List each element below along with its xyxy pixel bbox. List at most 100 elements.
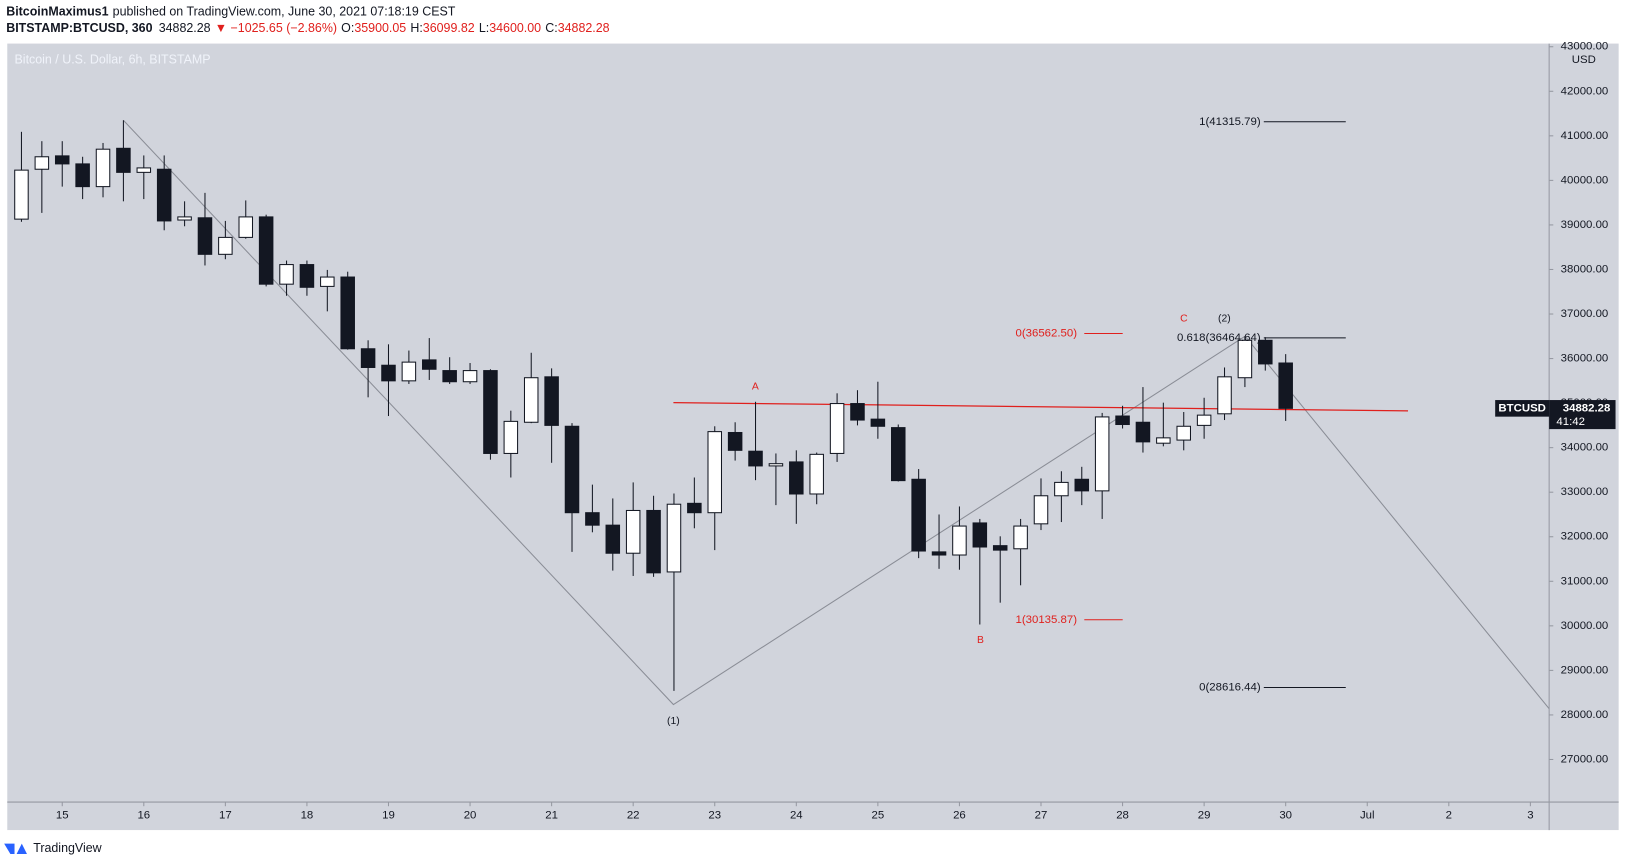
- candle-body: [727, 431, 743, 451]
- footer: TradingView: [33, 841, 102, 855]
- candle-body: [646, 509, 661, 574]
- chart-pane: [7, 43, 1619, 831]
- chart-title: Bitcoin / U.S. Dollar, 6h, BITSTAMP: [15, 52, 211, 66]
- candle-body: [972, 522, 988, 548]
- close: 34882.28: [558, 21, 610, 35]
- candle-body: [75, 163, 90, 188]
- fib-label: 1(41315.79): [1199, 116, 1261, 128]
- published: published on TradingView.com, June 30, 2…: [113, 5, 456, 19]
- candle-body: [789, 461, 804, 495]
- candle-body: [95, 148, 111, 188]
- candle-body: [809, 453, 824, 495]
- x-tick-label: Jul: [1360, 810, 1375, 822]
- candle-body: [401, 361, 417, 382]
- x-tick-label: 26: [953, 810, 966, 822]
- x-tick-label: 30: [1279, 810, 1292, 822]
- y-tick-label: 39000.00: [1561, 219, 1609, 231]
- x-tick-label: 24: [790, 810, 803, 822]
- price-tag-value: 34882.28: [1563, 402, 1611, 414]
- x-tick-label: 15: [56, 810, 69, 822]
- candle-body: [1176, 425, 1191, 441]
- low: 34600.00: [489, 21, 541, 35]
- y-tick-label: 30000.00: [1561, 620, 1609, 632]
- close-label: C:: [545, 21, 557, 35]
- x-tick-label: 19: [382, 810, 395, 822]
- candle-body: [911, 478, 926, 552]
- candle-body: [1237, 339, 1253, 379]
- x-tick-label: 23: [708, 810, 721, 822]
- candle-body: [1115, 415, 1130, 426]
- candle-body: [850, 403, 865, 421]
- wave-label: A: [752, 382, 759, 393]
- candle-body: [544, 376, 559, 426]
- symbol: BITSTAMP:BTCUSD, 360: [6, 21, 152, 35]
- candle-body: [1054, 481, 1069, 497]
- high-label: H:: [410, 21, 422, 35]
- x-tick-label: 2: [1446, 810, 1452, 822]
- candle-body: [238, 216, 254, 238]
- y-tick-label: 38000.00: [1561, 263, 1609, 275]
- candle-body: [1033, 495, 1049, 525]
- candle-body: [952, 525, 967, 556]
- candle-body: [585, 512, 600, 526]
- low-label: L:: [479, 21, 489, 35]
- candle-body: [748, 450, 763, 467]
- candle-body: [218, 236, 233, 255]
- fib-label: 1(30135.87): [1016, 614, 1078, 626]
- y-unit: USD: [1572, 54, 1596, 66]
- y-tick-label: 29000.00: [1561, 664, 1609, 676]
- candle-body: [1278, 362, 1293, 409]
- y-tick-label: 28000.00: [1561, 709, 1609, 721]
- y-tick-label: 41000.00: [1561, 130, 1609, 142]
- x-tick-label: 27: [1035, 810, 1048, 822]
- candle-body: [320, 276, 335, 287]
- x-tick-label: 22: [627, 810, 640, 822]
- candle-body: [931, 551, 947, 556]
- candle-body: [992, 545, 1008, 551]
- candle-body: [136, 167, 152, 173]
- logo-icon: [4, 843, 27, 854]
- price-tag-name: BTCUSD: [1498, 402, 1546, 414]
- candle-body: [1156, 437, 1171, 444]
- candle-body: [340, 276, 355, 350]
- last: 34882.28: [159, 21, 211, 35]
- y-tick-label: 42000.00: [1561, 85, 1609, 97]
- candle-body: [564, 425, 580, 514]
- candle-body: [381, 364, 396, 382]
- candle-body: [707, 431, 723, 514]
- candle-body: [54, 155, 70, 165]
- y-tick-label: 32000.00: [1561, 531, 1609, 543]
- candle-body: [605, 524, 621, 554]
- y-tick-label: 43000.00: [1561, 41, 1609, 53]
- candle-body: [1074, 478, 1090, 492]
- candle-body: [687, 502, 702, 514]
- x-tick-label: 21: [545, 810, 558, 822]
- candle-body: [177, 216, 192, 221]
- fib-label: 0(28616.44): [1199, 681, 1261, 693]
- header-line-1: BitcoinMaximus1 published on TradingView.…: [6, 5, 456, 19]
- candle-body: [483, 370, 498, 454]
- candle-body: [829, 403, 845, 454]
- candle-body: [1258, 339, 1273, 365]
- price-tag-box: [1549, 400, 1616, 430]
- x-tick-label: 3: [1527, 810, 1533, 822]
- author: BitcoinMaximus1: [6, 5, 108, 19]
- x-tick-label: 25: [872, 810, 885, 822]
- candle-body: [279, 264, 294, 285]
- x-tick-label: 20: [464, 810, 477, 822]
- candle-body: [625, 509, 641, 554]
- candle-body: [1094, 416, 1110, 492]
- candle-body: [34, 156, 50, 170]
- candle-body: [1135, 421, 1151, 443]
- y-tick-label: 31000.00: [1561, 575, 1609, 587]
- y-tick-label: 34000.00: [1561, 442, 1609, 454]
- marks: 27000.00 28000.00 29000.00 30000.00 31000.00…: [14, 41, 1616, 822]
- y-tick-label: 27000.00: [1561, 753, 1609, 765]
- candle-body: [890, 427, 906, 482]
- wave-label: C: [1180, 313, 1188, 324]
- price-tag-name-box: [1495, 400, 1550, 417]
- y-tick-label: 40000.00: [1561, 174, 1609, 186]
- candle-body: [1196, 414, 1212, 426]
